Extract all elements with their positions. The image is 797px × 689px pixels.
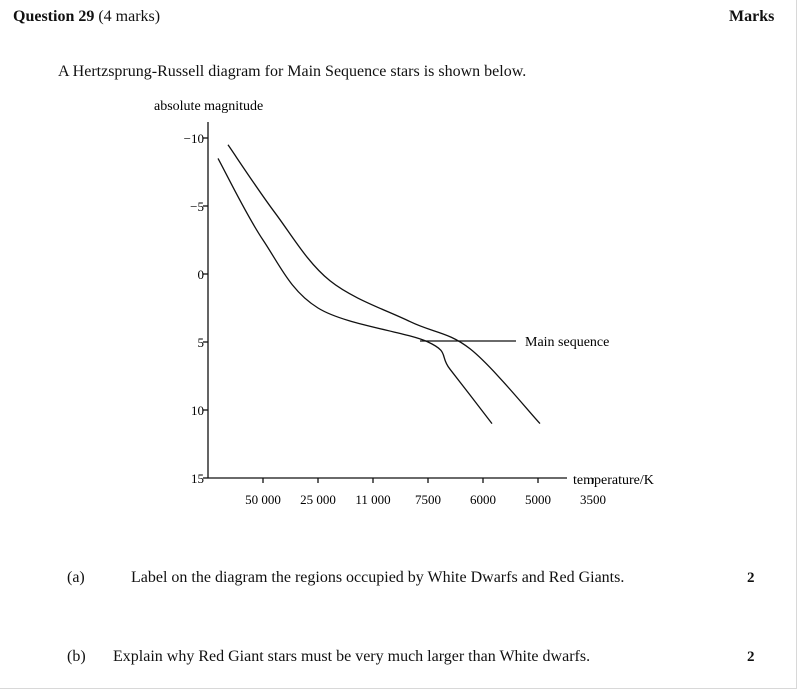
y-tick-label: −10 [184,131,204,146]
main-sequence-annotation: Main sequence [525,335,609,350]
hr-diagram-plot: absolute magnitude temperature/K Main se… [154,99,654,507]
y-tick-label: −5 [190,199,204,214]
y-tick-label: 5 [198,335,205,350]
y-axis-label: absolute magnitude [154,99,263,114]
part-a-label: (a) [67,569,85,586]
x-tick-label: 11 000 [355,492,390,507]
x-tick-label: 7500 [415,492,441,507]
marks-column-heading: Marks [729,8,775,25]
x-tick-label: 6000 [470,492,496,507]
question-heading: Question 29 (4 marks) [13,8,160,26]
x-tick-label: 50 000 [245,492,281,507]
question-marks: (4 marks) [98,8,161,25]
y-tick-label: 0 [198,267,205,282]
x-tick-label: 3500 [580,492,606,507]
x-tick-label: 25 000 [300,492,336,507]
x-tick-label: 5000 [525,492,551,507]
question-title: Question 29 [13,8,95,25]
part-a-marks: 2 [747,570,755,586]
part-b-text: Explain why Red Giant stars must be very… [113,648,591,665]
part-b-marks: 2 [747,649,755,665]
y-tick-label: 15 [191,471,204,486]
part-b-label: (b) [67,648,86,665]
main-sequence-boundary-line [227,144,541,425]
part-a-text: Label on the diagram the regions occupie… [131,569,625,586]
question-intro: A Hertzsprung-Russell diagram for Main S… [58,63,527,80]
main-sequence-boundary-line [217,158,493,424]
x-axis-label: temperature/K [573,473,654,488]
y-tick-label: 10 [191,403,204,418]
